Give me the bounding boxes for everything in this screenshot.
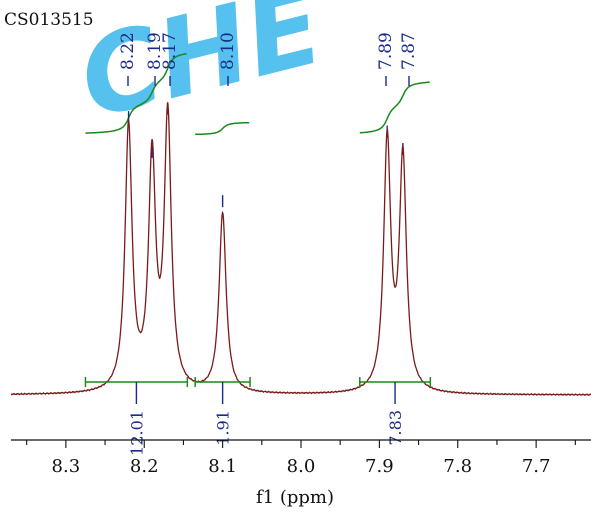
integral-value: 12.01 [127, 410, 146, 456]
sample-id: CS013515 [4, 10, 94, 30]
x-tick-label: 8.2 [130, 456, 159, 477]
watermark: CHE [68, 0, 334, 143]
peak-label: 7.89 [376, 32, 396, 70]
peak-label: 8.17 [160, 32, 180, 70]
peak-label: 8.22 [118, 32, 138, 70]
spectrum-line [10, 101, 591, 397]
integral-curve [359, 81, 430, 134]
x-tick-label: 8.1 [208, 456, 237, 477]
x-tick-label: 8.3 [52, 456, 81, 477]
x-axis-title: f1 (ppm) [256, 487, 334, 508]
peak-label: 8.10 [218, 32, 238, 70]
integral-value: 7.83 [386, 410, 405, 446]
peak-label: 8.19 [145, 32, 165, 70]
peak-label: 7.87 [399, 32, 419, 70]
x-tick-label: 7.9 [365, 456, 394, 477]
peak-labels: 8.22 8.198.17 8.10 7.89 7.87 [118, 32, 419, 208]
integral-curve [195, 121, 250, 136]
integral-curve [85, 53, 187, 134]
x-axis: 8.3 8.2 8.1 8.0 7.9 7.8 7.7 [11, 439, 591, 477]
integral-curves [85, 53, 430, 136]
watermark-text: CHE [68, 0, 334, 143]
x-tick-label: 8.0 [287, 456, 316, 477]
x-tick-label: 7.8 [443, 456, 472, 477]
x-tick-label: 7.7 [522, 456, 551, 477]
integral-value: 1.91 [214, 410, 233, 446]
integral-brackets: 12.01 1.91 7.83 [84, 377, 432, 456]
